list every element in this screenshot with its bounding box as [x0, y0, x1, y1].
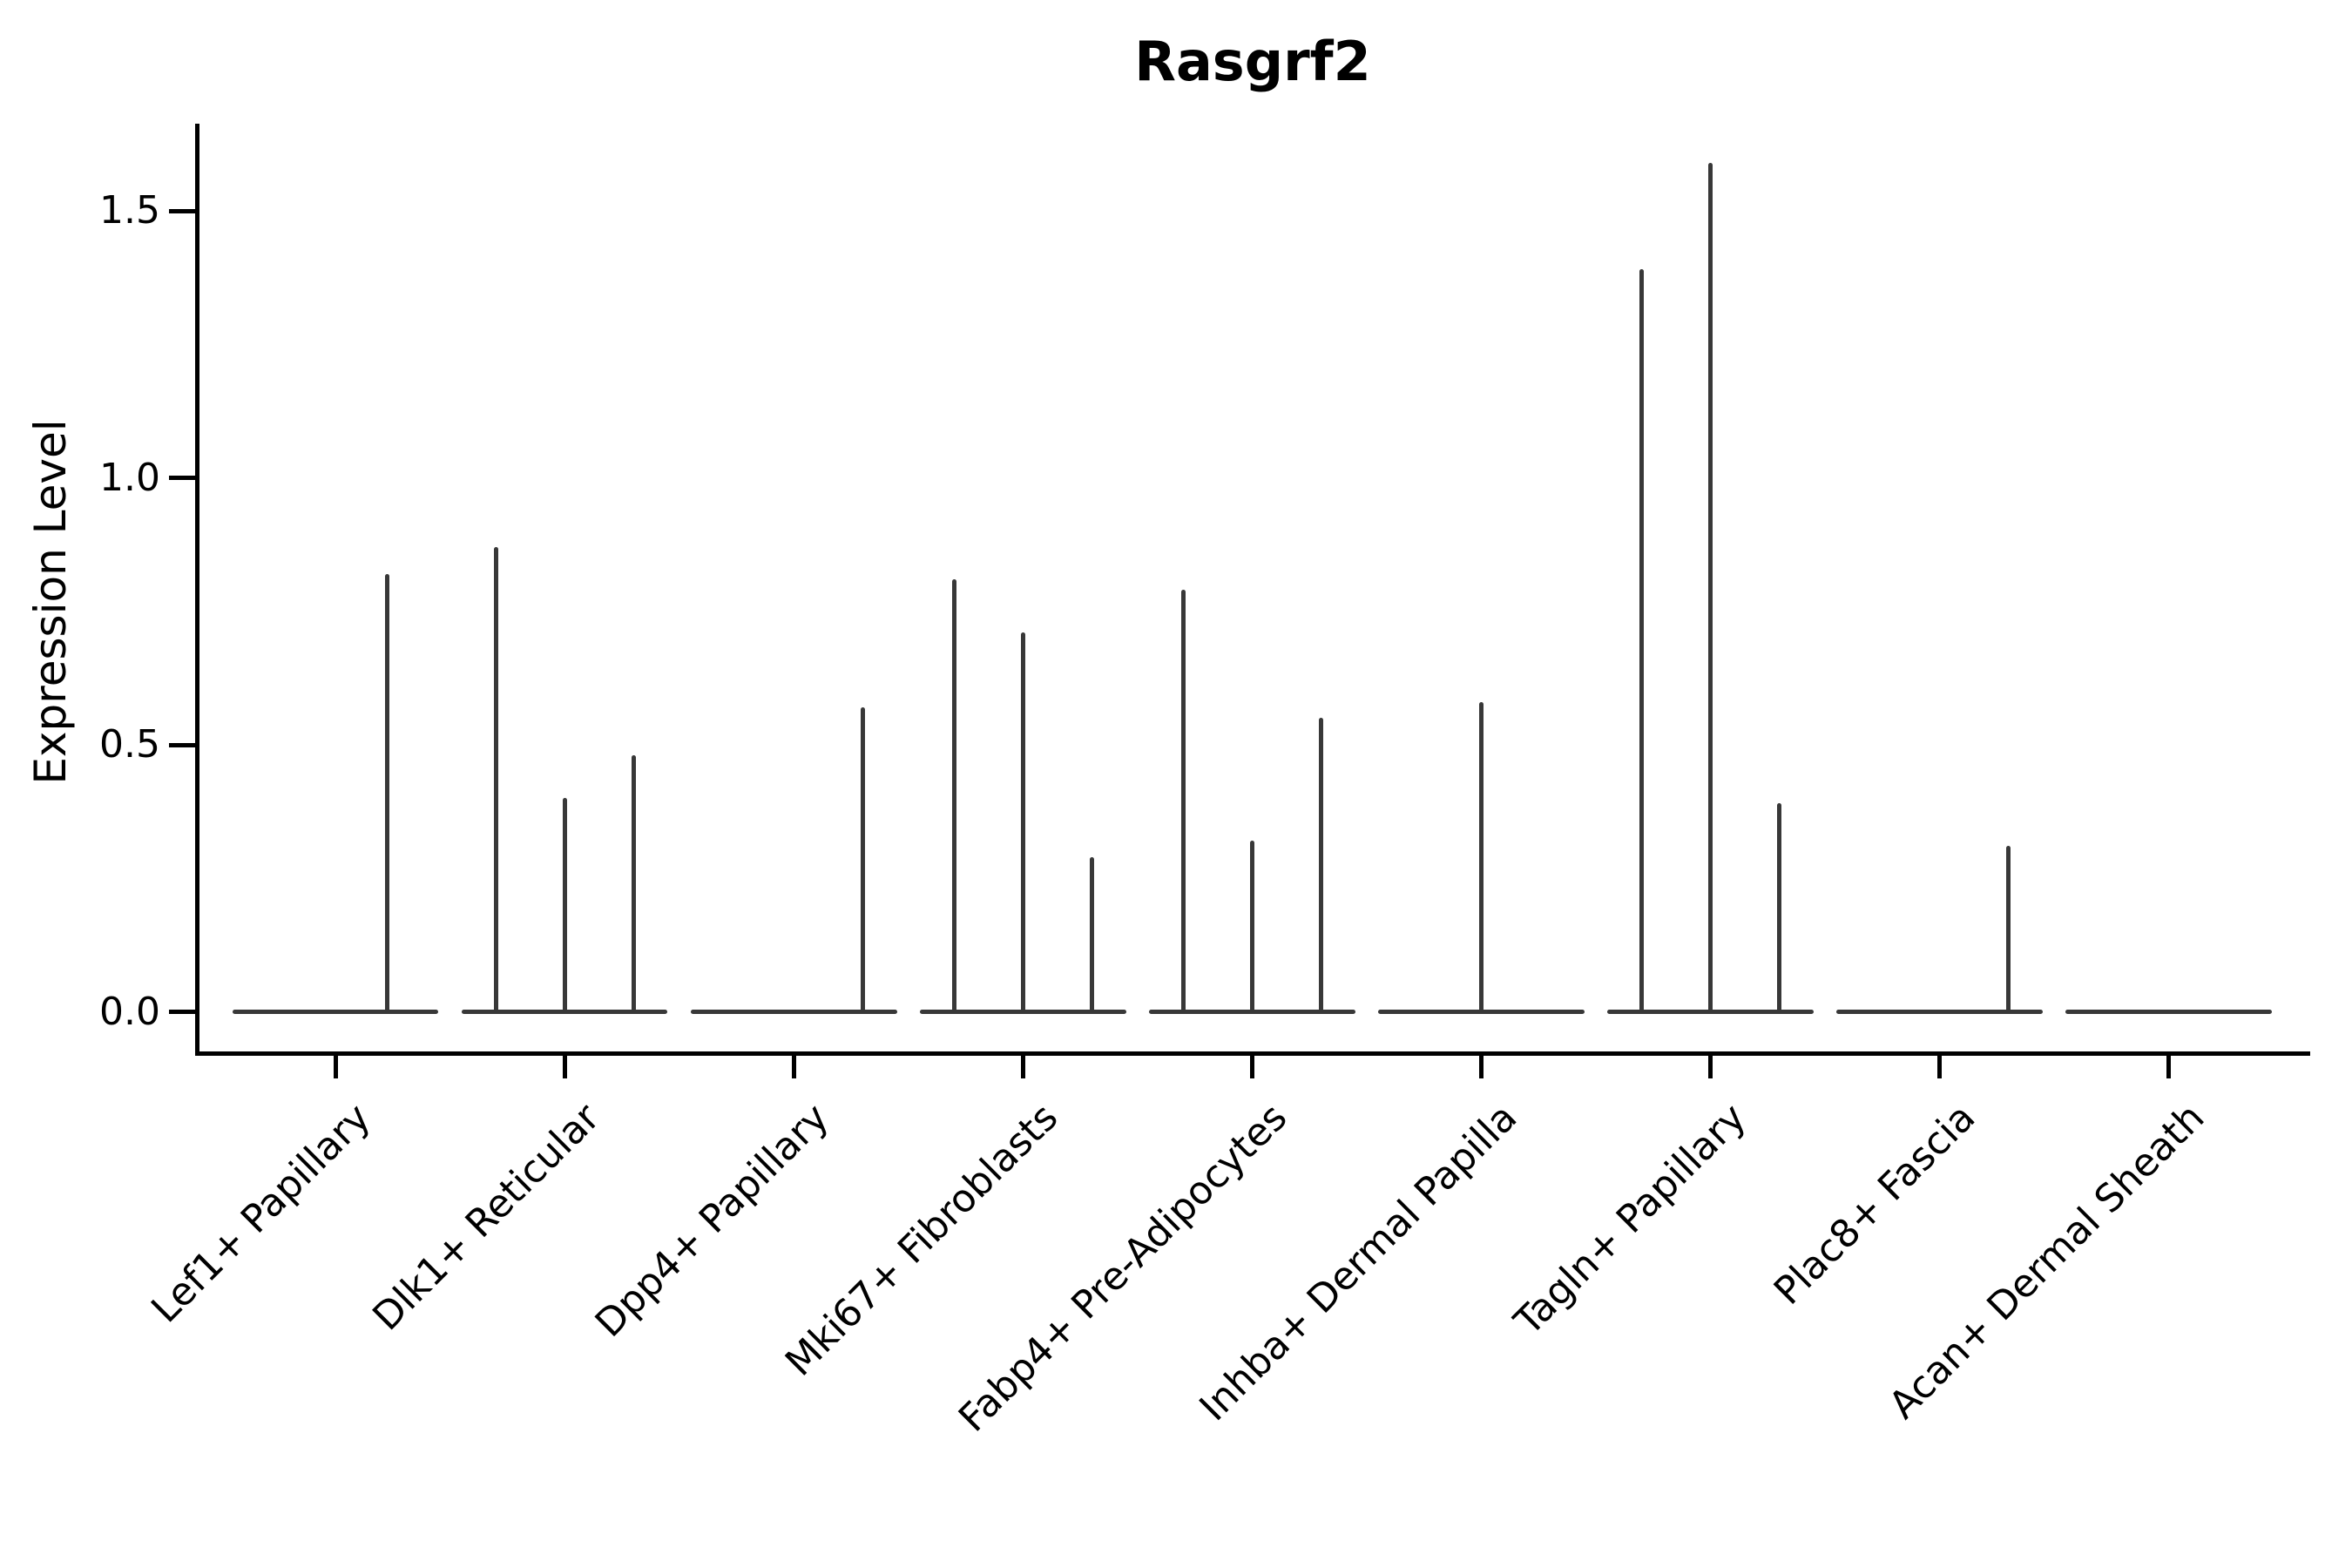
violin-base: [1378, 1010, 1585, 1014]
y-tick-label: 0.0: [99, 989, 160, 1034]
violin-spike: [384, 573, 389, 1012]
violin-base: [1836, 1010, 2044, 1014]
violin-spike: [1639, 269, 1645, 1012]
violin-spike: [1249, 841, 1254, 1012]
x-category-label: Plac8+ Fascia: [1765, 1095, 1984, 1314]
violin-base: [690, 1010, 897, 1014]
violin-base: [919, 1010, 1126, 1014]
y-axis-label: Expression Level: [25, 419, 76, 785]
violin-spike: [1708, 162, 1713, 1012]
violin-base: [1149, 1010, 1355, 1014]
violin-base: [461, 1010, 668, 1014]
y-tick-label: 1.0: [99, 455, 160, 500]
violin-spike: [1180, 590, 1186, 1012]
x-tick: [1937, 1056, 1943, 1078]
violin-spike: [1777, 803, 1782, 1012]
violin-base: [232, 1010, 439, 1014]
violin-spike: [1479, 701, 1484, 1012]
y-tick-label: 0.5: [99, 722, 160, 767]
y-tick: [169, 208, 197, 213]
y-tick: [169, 476, 197, 480]
x-tick: [1479, 1056, 1484, 1078]
x-tick: [1708, 1056, 1713, 1078]
violin-base: [2065, 1010, 2273, 1014]
violin-spike: [1318, 718, 1323, 1012]
x-tick: [791, 1056, 796, 1078]
plot-title: Rasgrf2: [1134, 30, 1371, 93]
y-tick-label: 1.5: [99, 188, 160, 233]
x-axis-line: [195, 1051, 2310, 1056]
violin-spike: [860, 707, 865, 1012]
y-tick: [169, 742, 197, 747]
violin-spike: [493, 547, 498, 1012]
x-tick: [562, 1056, 567, 1078]
violin-spike: [1089, 856, 1094, 1012]
violin-spike: [951, 578, 956, 1012]
x-category-label: Fabp4+ Pre-Adipocytes: [950, 1095, 1296, 1441]
x-category-label: Acan+ Dermal Sheath: [1880, 1095, 2213, 1428]
x-category-label: Tagln+ Papillary: [1505, 1095, 1754, 1344]
x-tick: [2166, 1056, 2172, 1078]
x-tick: [1020, 1056, 1025, 1078]
x-category-label: Dpp4+ Papillary: [586, 1095, 838, 1346]
violin-spike: [562, 798, 567, 1012]
x-category-label: Inhba+ Dermal Papilla: [1190, 1095, 1525, 1430]
violin-base: [1607, 1010, 1814, 1014]
x-category-label: Mki67+ Fibroblasts: [777, 1095, 1067, 1385]
violin-spike: [631, 755, 636, 1012]
x-category-label: Dlk1+ Reticular: [364, 1095, 609, 1340]
violin-spike: [2006, 846, 2011, 1012]
x-category-label: Lef1+ Papillary: [143, 1095, 380, 1332]
y-tick: [169, 1010, 197, 1014]
violin-spike: [1020, 632, 1025, 1012]
x-tick: [1249, 1056, 1254, 1078]
y-axis-line: [195, 124, 199, 1056]
x-tick: [333, 1056, 338, 1078]
